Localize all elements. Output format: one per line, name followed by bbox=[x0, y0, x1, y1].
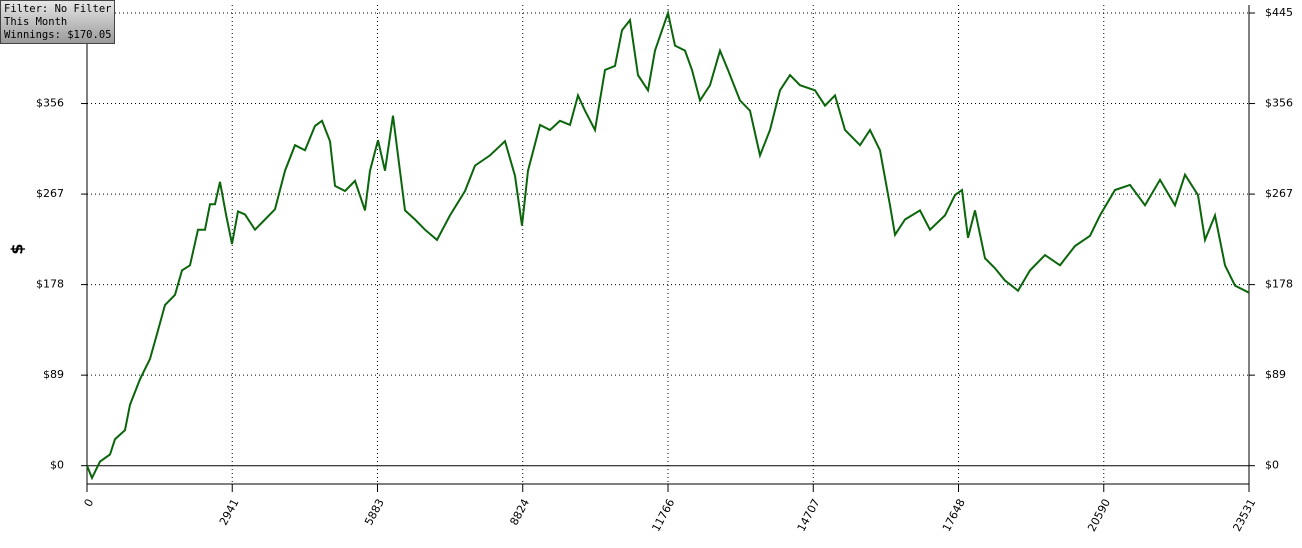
x-tick-label: 23531 bbox=[1230, 497, 1258, 534]
x-tick-label: 5883 bbox=[362, 497, 387, 528]
y-tick-label: $0 bbox=[1265, 459, 1279, 472]
x-tick-label: 2941 bbox=[217, 497, 242, 528]
y-tick-label: $356 bbox=[36, 97, 64, 110]
y-tick-label: $267 bbox=[1265, 187, 1293, 200]
x-tick-label: 20590 bbox=[1085, 497, 1113, 534]
x-tick-label: 11766 bbox=[649, 497, 677, 534]
data-line bbox=[86, 9, 1250, 481]
y-tick-label: $267 bbox=[36, 187, 64, 200]
y-tick-label: $356 bbox=[1265, 97, 1293, 110]
y-tick-label: $178 bbox=[1265, 278, 1293, 291]
x-tick-label: 8824 bbox=[507, 497, 532, 528]
y-tick-label: $89 bbox=[1265, 368, 1286, 381]
y-tick-label: $0 bbox=[50, 459, 64, 472]
y-axis-label: $ bbox=[8, 243, 27, 254]
annotation: Filter: No Filter bbox=[4, 3, 112, 15]
y-tick-label: $445 bbox=[1265, 6, 1293, 19]
annotation: Winnings: $170.05 bbox=[4, 29, 112, 41]
annotation: This Month bbox=[4, 16, 68, 28]
x-tick-label: 0 bbox=[82, 497, 97, 509]
info-box: Filter: No Filter This Month Winnings: $… bbox=[0, 0, 115, 44]
x-tick-label: 17648 bbox=[940, 497, 968, 534]
y-tick-label: $89 bbox=[43, 368, 64, 381]
y-tick-label: $178 bbox=[36, 278, 64, 291]
x-tick-label: 14707 bbox=[795, 497, 823, 534]
